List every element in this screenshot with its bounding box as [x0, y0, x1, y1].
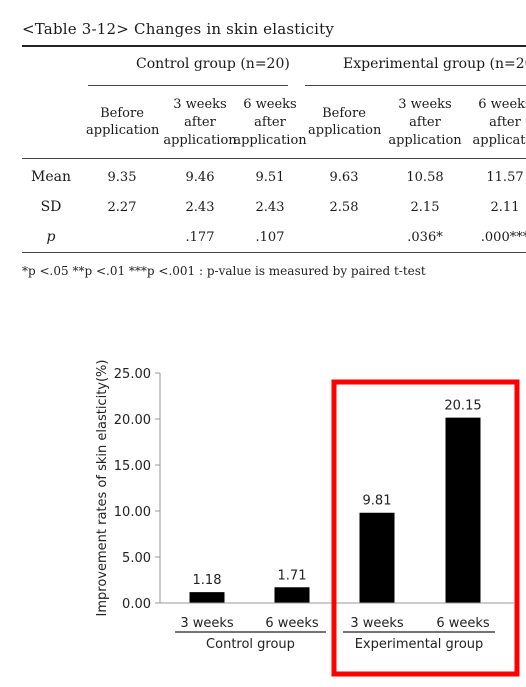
y-tick-label: 25.00: [114, 367, 151, 382]
bar-value-label: 20.15: [444, 399, 481, 414]
table-caption: <Table 3-12> Changes in skin elasticity: [22, 20, 334, 38]
x-tick-label: 3 weeks: [180, 616, 234, 631]
experimental-group-rule: [305, 85, 526, 86]
experimental-group-header: Experimental group (n=20): [343, 56, 526, 72]
bar: [445, 417, 481, 603]
x-tick-label: 3 weeks: [350, 616, 404, 631]
y-tick-label: 10.00: [114, 505, 151, 520]
table-top-rule: [22, 45, 526, 47]
y-tick-label: 0.00: [122, 597, 151, 612]
y-axis: 0.00 5.00 10.00 15.00 20.00 25.00: [114, 367, 161, 612]
bar: [274, 587, 310, 603]
experimental-group-highlight: [331, 379, 520, 677]
bar-value-label: 9.81: [363, 494, 392, 509]
control-group-header: Control group (n=20): [136, 56, 290, 72]
table-footnote: *p <.05 **p <.01 ***p <.001 : p-value is…: [22, 264, 426, 278]
x-tick-label: 6 weeks: [436, 616, 490, 631]
y-tick-label: 5.00: [122, 551, 151, 566]
group-label: Control group: [206, 637, 295, 652]
table-bottom-rule: [22, 252, 526, 253]
bar: [359, 512, 395, 603]
bars-group: 1.18 1.71 9.81 20.15: [189, 399, 482, 603]
y-tick-label: 15.00: [114, 459, 151, 474]
bar-value-label: 1.18: [193, 573, 222, 588]
y-axis-label: Improvement rates of skin elasticity(%): [95, 360, 110, 617]
control-group-rule: [88, 85, 288, 86]
bar: [189, 592, 225, 603]
group-label: Experimental group: [355, 637, 484, 652]
table-header-rule: [22, 158, 526, 159]
x-tick-label: 6 weeks: [265, 616, 319, 631]
bar-value-label: 1.71: [278, 568, 307, 583]
x-axis: 3 weeks 6 weeks 3 weeks 6 weeks Control grou…: [160, 602, 514, 652]
y-tick-label: 20.00: [114, 413, 151, 428]
